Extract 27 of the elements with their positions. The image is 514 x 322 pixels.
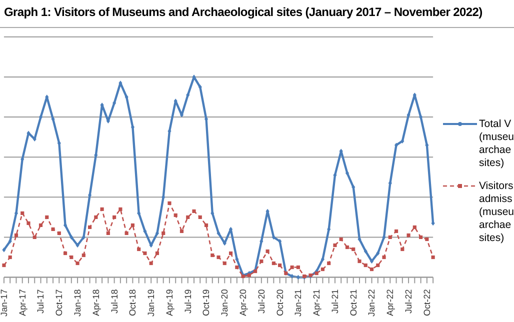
legend-label: Total V (museu archae sites) bbox=[478, 118, 514, 170]
x-tick-label: Oct-22 bbox=[422, 289, 432, 316]
x-tick-label: Jul-22 bbox=[404, 289, 414, 314]
x-tick-label: Oct-21 bbox=[348, 289, 358, 316]
x-tick-label: Oct-19 bbox=[201, 289, 212, 316]
x-tick-label: Apr-20 bbox=[238, 289, 248, 316]
x-tick-label: Jan-21 bbox=[293, 289, 304, 316]
legend-label: Visitors admiss (museu archae sites) bbox=[478, 180, 514, 245]
x-tick-label: Jan-17 bbox=[0, 289, 9, 316]
x-tick-label: Jul-19 bbox=[182, 289, 193, 314]
x-tick-label: Oct-17 bbox=[54, 289, 64, 316]
x-tick-label: Jan-20 bbox=[220, 289, 230, 316]
x-tick-label: Apr-19 bbox=[164, 289, 174, 316]
x-tick-label: Apr-18 bbox=[90, 289, 101, 316]
chart-title: Graph 1: Visitors of Museums and Archaeological sites (January 2017 – November 2022) bbox=[0, 0, 514, 28]
x-tick-label: Apr-21 bbox=[312, 289, 322, 316]
x-tick-label: Apr-17 bbox=[17, 289, 28, 316]
x-tick-label: Oct-18 bbox=[128, 289, 138, 316]
x-tick-label: Jan-22 bbox=[366, 289, 377, 316]
x-tick-label: Oct-20 bbox=[274, 289, 285, 316]
x-tick-label: Jul-21 bbox=[330, 289, 340, 314]
x-tick-label: Jul-17 bbox=[36, 289, 46, 314]
x-tick-label: Jan-19 bbox=[146, 289, 156, 316]
x-tick-label: Jul-20 bbox=[256, 289, 266, 314]
x-tick-label: Apr-22 bbox=[385, 289, 396, 316]
x-tick-label: Jul-18 bbox=[109, 289, 120, 314]
x-tick-label: Jan-18 bbox=[72, 289, 83, 316]
